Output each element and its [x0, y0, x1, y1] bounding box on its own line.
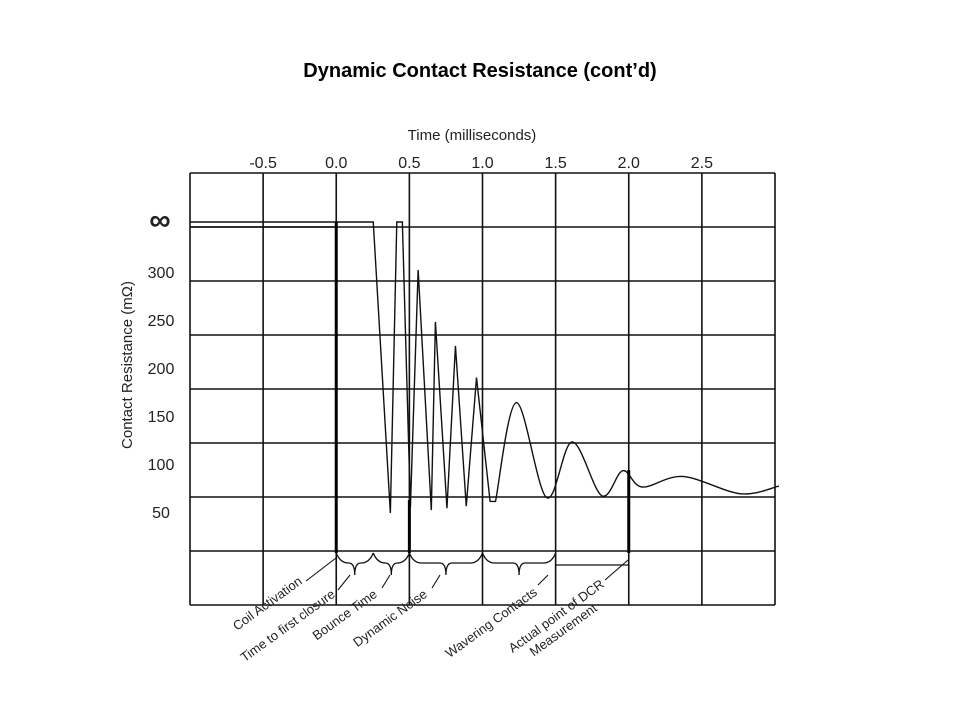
annotation-label: Wavering Contacts: [442, 584, 540, 661]
y-tick-label: 150: [148, 409, 175, 426]
leader-line: [305, 557, 337, 582]
y-tick-label: 250: [148, 313, 175, 330]
phase-bracket: [372, 552, 410, 576]
phase-brackets: [335, 552, 629, 576]
leader-line: [337, 574, 351, 591]
x-tick-labels: -0.5 0.0 0.5 1.0 1.5 2.0 2.5: [249, 155, 713, 172]
y-tick-label-infinity: ∞: [149, 204, 170, 237]
y-tick-label: 200: [148, 361, 175, 378]
phase-bracket: [408, 552, 484, 576]
grid: [189, 172, 776, 606]
x-tick-label: 0.5: [398, 155, 420, 172]
x-tick-label: 2.5: [691, 155, 713, 172]
y-tick-label: 100: [148, 457, 175, 474]
traces: [190, 221, 780, 553]
leader-line: [431, 574, 441, 589]
leader-line: [381, 574, 391, 589]
x-tick-label: -0.5: [249, 155, 277, 172]
leader-line: [537, 574, 549, 586]
phase-bracket: [335, 552, 374, 576]
x-tick-label: 1.5: [545, 155, 567, 172]
y-axis-label: Contact Resistance (mΩ): [119, 281, 136, 449]
y-tick-label: 50: [152, 505, 170, 522]
chart-title: Dynamic Contact Resistance (cont’d): [303, 60, 656, 82]
leader-line: [604, 559, 629, 581]
x-axis-label: Time (milliseconds): [408, 127, 537, 144]
series-contact-resistance: [190, 221, 780, 514]
y-tick-label: 300: [148, 265, 175, 282]
x-tick-label: 2.0: [618, 155, 640, 172]
x-tick-label: 0.0: [325, 155, 347, 172]
x-tick-label: 1.0: [471, 155, 493, 172]
phase-bracket: [481, 552, 557, 576]
y-tick-labels: ∞ 300 250 200 150 100 50: [148, 204, 175, 522]
